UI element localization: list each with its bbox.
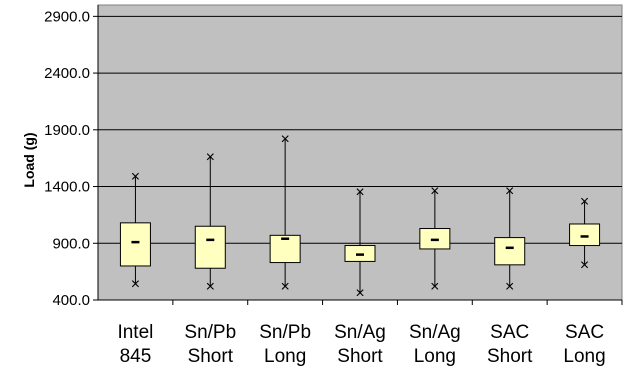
- x-category-label: SAC: [490, 322, 529, 343]
- min-marker: ×: [580, 257, 589, 274]
- box-group: ××: [494, 183, 526, 295]
- x-category-label: Long: [264, 346, 306, 367]
- x-category-label: Short: [188, 346, 234, 367]
- min-marker: ×: [131, 276, 140, 293]
- y-tick-label: 2900.0: [44, 8, 90, 25]
- y-tick-label: 400.0: [52, 292, 90, 309]
- x-category-label: Long: [563, 346, 605, 367]
- box-iqr: [569, 223, 601, 247]
- max-marker: ×: [505, 183, 514, 200]
- x-axis-labels: Intel 845 Sn/Pb Short Sn/Pb Long Sn/Ag Short Sn/…: [117, 300, 623, 367]
- y-tick-label: 2400.0: [44, 65, 90, 82]
- gridlines: [98, 15, 622, 244]
- x-category-label: Intel: [117, 322, 153, 343]
- max-marker: ×: [430, 183, 439, 200]
- x-category-label: Sn/Ag: [334, 322, 386, 343]
- max-marker: ×: [206, 149, 215, 166]
- y-axis-ticks: 400.0 900.0 1400.0 1900.0 2400.0 2900.0: [44, 8, 98, 309]
- box-group: ××: [569, 193, 601, 274]
- box-group: ××: [269, 131, 301, 295]
- max-marker: ×: [355, 184, 364, 201]
- box-group: ××: [419, 183, 451, 295]
- y-tick-label: 900.0: [52, 235, 90, 252]
- x-category-label: Short: [487, 346, 533, 367]
- max-marker: ×: [280, 131, 289, 148]
- x-category-label: Sn/Ag: [409, 322, 461, 343]
- y-axis-title: Load (g): [21, 132, 37, 187]
- max-marker: ×: [580, 193, 589, 210]
- box-iqr: [494, 237, 526, 266]
- min-marker: ×: [505, 278, 514, 295]
- x-category-label: 845: [120, 346, 152, 367]
- x-category-label: Sn/Pb: [184, 322, 236, 343]
- box-iqr: [194, 225, 226, 269]
- x-category-label: SAC: [565, 322, 604, 343]
- x-category-label: Long: [414, 346, 456, 367]
- box-group: ××: [119, 168, 151, 293]
- y-tick-label: 1400.0: [44, 179, 90, 196]
- x-category-label: Short: [337, 346, 383, 367]
- min-marker: ×: [355, 285, 364, 302]
- min-marker: ×: [206, 278, 215, 295]
- box-iqr: [119, 222, 151, 267]
- max-marker: ×: [131, 168, 140, 185]
- min-marker: ×: [430, 278, 439, 295]
- box-group: ××: [194, 149, 226, 295]
- box-group: ××: [344, 184, 376, 302]
- box-series: ××××××××××××××: [119, 131, 601, 302]
- x-category-label: Sn/Pb: [259, 322, 311, 343]
- y-tick-label: 1900.0: [44, 122, 90, 139]
- min-marker: ×: [280, 278, 289, 295]
